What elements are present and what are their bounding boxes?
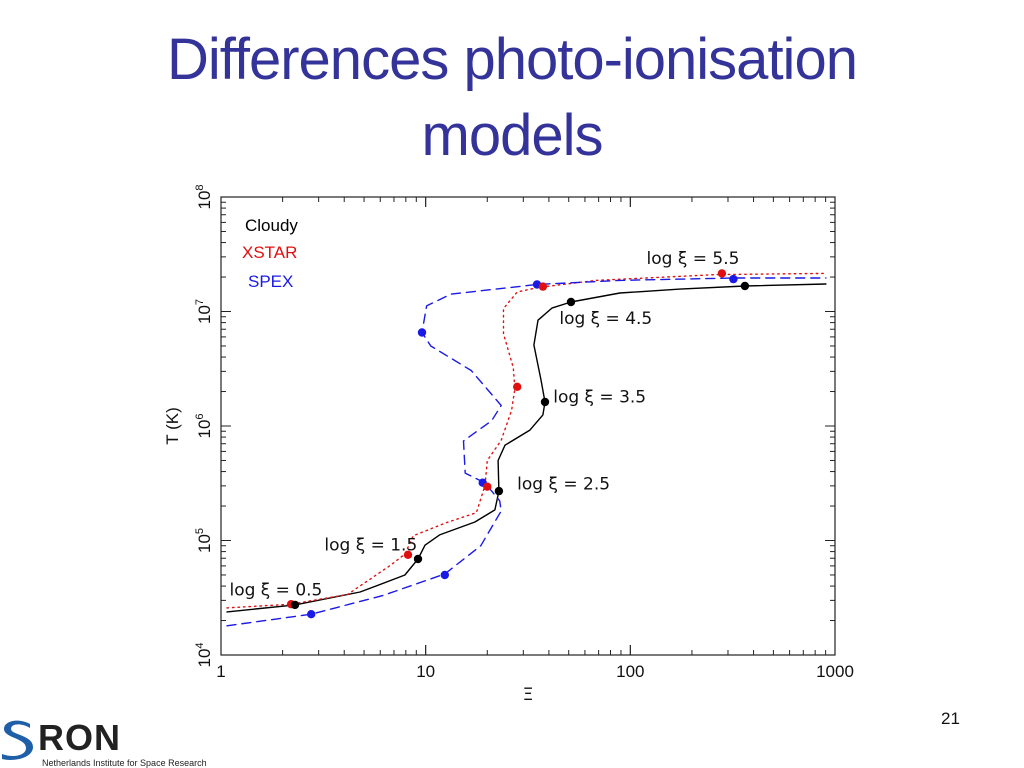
legend-cloudy: Cloudy <box>245 216 298 235</box>
svg-text:105: 105 <box>194 528 214 553</box>
slide-title-line2: models <box>421 103 604 168</box>
marker-xstar <box>403 550 413 559</box>
y-tick-label: 105 <box>194 528 214 553</box>
y-tick-label: 104 <box>194 642 214 667</box>
marker-spex <box>729 274 738 284</box>
marker-cloudy <box>566 297 576 307</box>
logo-wordmark: RON <box>38 717 121 758</box>
svg-text:107: 107 <box>194 299 214 324</box>
x-tick-label: 10 <box>416 662 435 681</box>
slide-title-line1: Differences photo-ionisation <box>167 27 858 92</box>
marker-cloudy <box>540 397 550 407</box>
marker-spex <box>440 570 449 580</box>
x-axis-label: Ξ <box>523 685 534 705</box>
annotation-label: log ξ = 4.5 <box>559 309 652 329</box>
svg-text:104: 104 <box>194 642 214 667</box>
marker-spex <box>307 610 316 619</box>
marker-xstar <box>538 282 548 291</box>
marker-cloudy <box>740 281 750 291</box>
marker-xstar <box>483 482 492 491</box>
x-tick-label: 1000 <box>816 662 854 681</box>
y-tick-label: 106 <box>194 413 214 438</box>
page-number: 21 <box>941 709 960 728</box>
y-axis-label: T (K) <box>163 407 182 444</box>
svg-text:108: 108 <box>194 184 214 209</box>
series-line-xstar <box>226 272 827 609</box>
annotation-label: log ξ = 5.5 <box>647 249 740 269</box>
annotation-label: log ξ = 1.5 <box>324 535 417 555</box>
y-tick-label: 107 <box>194 299 214 324</box>
marker-xstar <box>717 269 727 278</box>
svg-text:106: 106 <box>194 413 214 438</box>
marker-cloudy <box>290 600 300 610</box>
marker-xstar <box>513 382 522 391</box>
marker-cloudy <box>413 554 423 564</box>
marker-spex <box>417 328 427 337</box>
x-tick-label: 1 <box>216 662 225 681</box>
y-tick-label: 108 <box>194 184 214 209</box>
series-line-spex <box>226 277 827 627</box>
legend-spex: SPEX <box>248 272 293 291</box>
x-tick-label: 100 <box>616 662 644 681</box>
annotation-label: log ξ = 3.5 <box>553 388 646 408</box>
legend-xstar: XSTAR <box>242 243 297 262</box>
sron-s-swoosh-icon <box>2 720 33 760</box>
annotation-label: log ξ = 0.5 <box>229 581 322 601</box>
annotation-label: log ξ = 2.5 <box>517 474 610 494</box>
sron-logo: RON Netherlands Institute for Space Rese… <box>0 710 240 768</box>
logo-subtitle: Netherlands Institute for Space Research <box>42 758 207 768</box>
series-line-cloudy <box>226 283 827 613</box>
marker-cloudy <box>494 486 504 496</box>
